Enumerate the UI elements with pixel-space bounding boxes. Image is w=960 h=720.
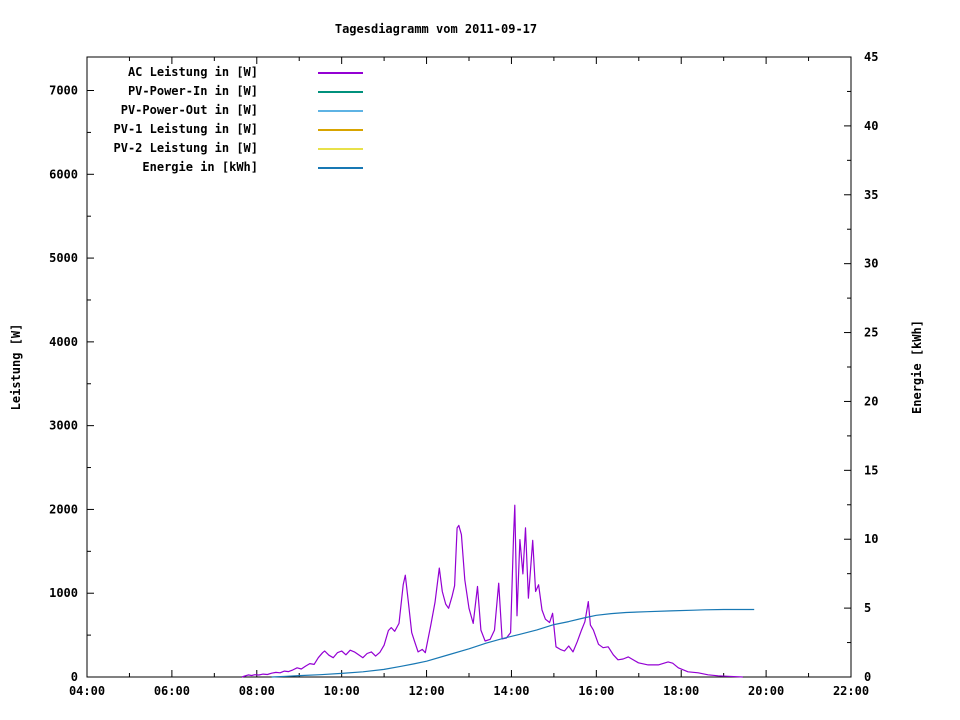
y-right-tick-label: 25: [864, 326, 878, 340]
y-right-tick-label: 30: [864, 257, 878, 271]
y-right-tick-label: 45: [864, 50, 878, 64]
x-tick-label: 22:00: [833, 684, 869, 698]
legend-line-sample: [318, 147, 363, 150]
y-right-tick-label: 40: [864, 119, 878, 133]
legend-label: PV-Power-Out in [W]: [120, 103, 258, 117]
x-tick-label: 20:00: [748, 684, 784, 698]
legend-label: AC Leistung in [W]: [127, 65, 258, 79]
y-left-tick-label: 2000: [49, 502, 78, 516]
chart-title: Tagesdiagramm vom 2011-09-17: [334, 22, 538, 36]
legend-item-energie: Energie in [kWh]: [58, 158, 363, 177]
legend-label: Energie in [kWh]: [142, 160, 258, 174]
legend-label: PV-Power-In in [W]: [127, 84, 258, 98]
legend-label: PV-2 Leistung in [W]: [113, 141, 259, 155]
x-tick-label: 12:00: [408, 684, 444, 698]
legend-item-pv-power-in: PV-Power-In in [W]: [58, 82, 363, 101]
legend-line-sample: [318, 166, 363, 169]
legend-item-pv2-leistung: PV-2 Leistung in [W]: [58, 139, 363, 158]
y-right-tick-label: 20: [864, 394, 878, 408]
legend-item-pv1-leistung: PV-1 Leistung in [W]: [58, 120, 363, 139]
x-tick-label: 06:00: [154, 684, 190, 698]
y-right-tick-label: 10: [864, 532, 878, 546]
legend-line-sample: [318, 90, 363, 93]
x-tick-label: 04:00: [69, 684, 105, 698]
legend-label: PV-1 Leistung in [W]: [113, 122, 259, 136]
y-left-tick-label: 1000: [49, 586, 78, 600]
series-energie-in-kwh: [271, 608, 755, 678]
y-left-tick-label: 6000: [49, 167, 78, 181]
y-left-tick-label: 4000: [49, 335, 78, 349]
legend-item-pv-power-out: PV-Power-Out in [W]: [58, 101, 363, 120]
y-left-tick-label: 3000: [49, 419, 78, 433]
y-left-tick-label: 5000: [49, 251, 78, 265]
y-right-tick-label: 0: [864, 670, 871, 684]
y-right-tick-label: 15: [864, 463, 878, 477]
series-ac-leistung-in-w: [241, 504, 743, 678]
legend-item-ac-leistung: AC Leistung in [W]: [58, 63, 363, 82]
y-right-tick-label: 5: [864, 601, 871, 615]
legend: AC Leistung in [W] PV-Power-In in [W] PV…: [58, 63, 363, 177]
x-tick-label: 08:00: [239, 684, 275, 698]
legend-line-sample: [318, 128, 363, 131]
x-tick-label: 18:00: [663, 684, 699, 698]
legend-line-sample: [318, 109, 363, 112]
legend-line-sample: [318, 71, 363, 74]
y-right-tick-label: 35: [864, 188, 878, 202]
x-tick-label: 14:00: [493, 684, 529, 698]
y-left-tick-label: 0: [71, 670, 78, 684]
y-left-tick-label: 7000: [49, 84, 78, 98]
x-tick-label: 10:00: [324, 684, 360, 698]
x-tick-label: 16:00: [578, 684, 614, 698]
